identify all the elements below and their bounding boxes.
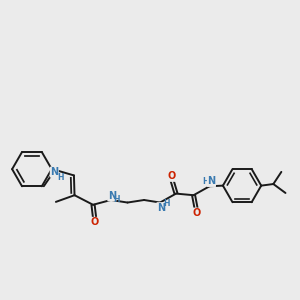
Text: N: N <box>157 202 165 213</box>
Text: H: H <box>202 177 209 186</box>
Text: N: N <box>50 167 58 177</box>
Text: H: H <box>114 194 120 203</box>
Text: N: N <box>108 191 116 201</box>
Text: O: O <box>167 171 176 182</box>
Text: O: O <box>193 208 201 218</box>
Text: H: H <box>164 199 170 208</box>
Text: H: H <box>57 173 64 182</box>
Text: O: O <box>91 217 99 227</box>
Text: N: N <box>207 176 215 187</box>
